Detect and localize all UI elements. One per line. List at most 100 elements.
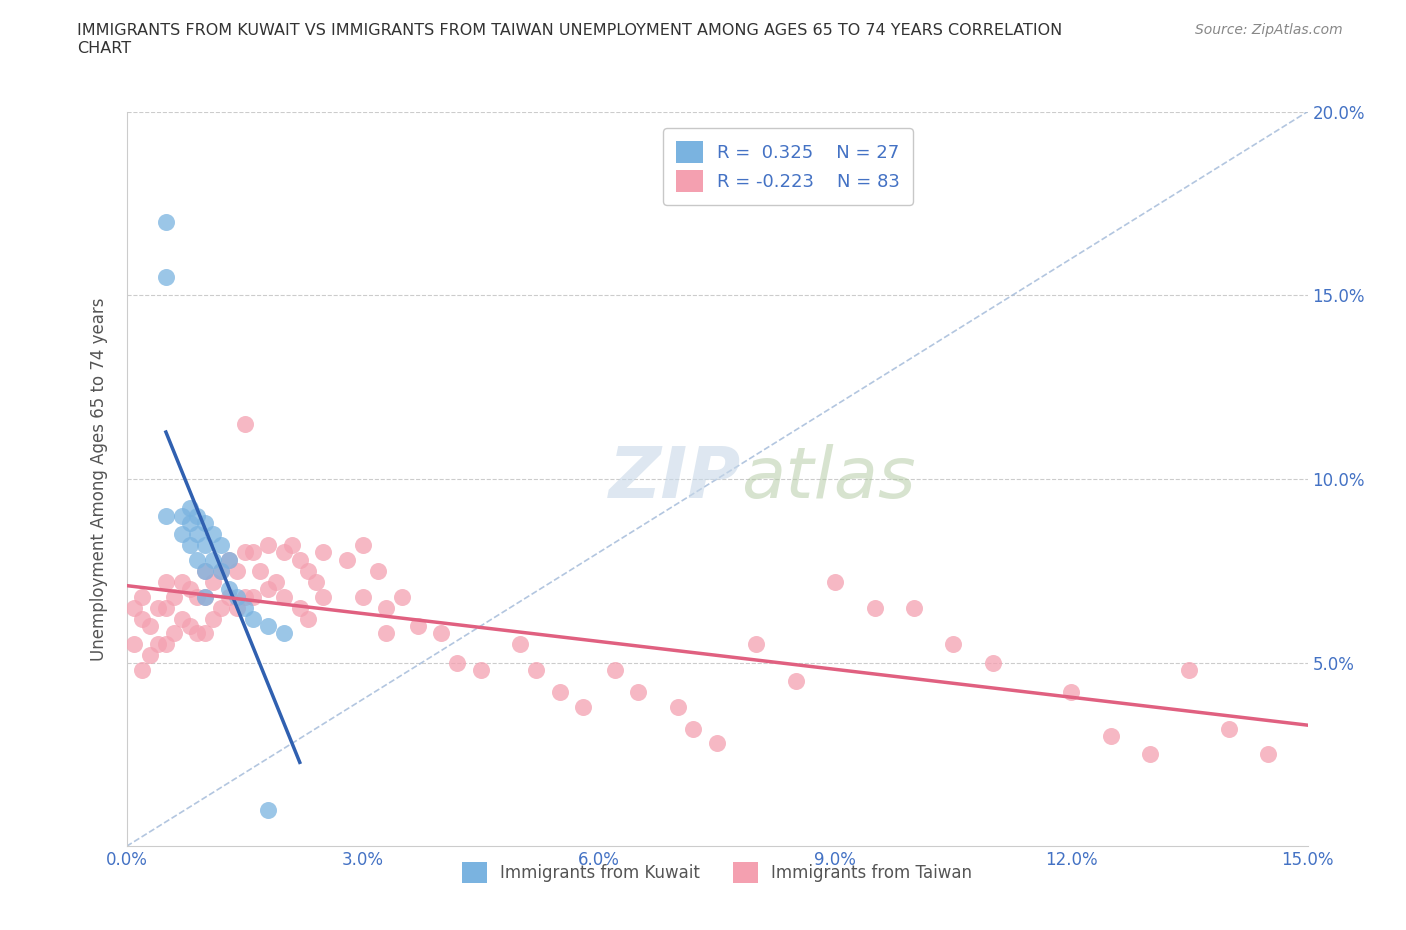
Point [186, 589, 208, 604]
Point [155, 270, 177, 285]
Point [257, 618, 280, 633]
Point [264, 575, 287, 590]
Point [572, 699, 595, 714]
Point [242, 589, 264, 604]
Point [257, 802, 280, 817]
Point [406, 618, 429, 633]
Point [470, 662, 492, 677]
Point [1060, 684, 1083, 699]
Point [124, 637, 146, 652]
Point [218, 582, 240, 597]
Point [981, 655, 1004, 670]
Point [179, 582, 201, 597]
Text: IMMIGRANTS FROM KUWAIT VS IMMIGRANTS FROM TAIWAN UNEMPLOYMENT AMONG AGES 65 TO 7: IMMIGRANTS FROM KUWAIT VS IMMIGRANTS FRO… [77, 23, 1063, 56]
Point [179, 501, 201, 516]
Point [186, 552, 208, 567]
Point [194, 564, 217, 578]
Point [131, 611, 153, 626]
Point [1139, 747, 1161, 762]
Point [139, 618, 162, 633]
Point [233, 589, 256, 604]
Point [903, 600, 925, 615]
Point [375, 626, 398, 641]
Point [273, 626, 295, 641]
Point [273, 545, 295, 560]
Y-axis label: Unemployment Among Ages 65 to 74 years: Unemployment Among Ages 65 to 74 years [90, 298, 108, 660]
Point [209, 538, 232, 552]
Point [179, 515, 201, 530]
Point [1218, 722, 1240, 737]
Point [209, 564, 232, 578]
Point [202, 552, 225, 567]
Point [430, 626, 453, 641]
Point [297, 611, 319, 626]
Point [666, 699, 689, 714]
Text: Source: ZipAtlas.com: Source: ZipAtlas.com [1195, 23, 1343, 37]
Point [1257, 747, 1279, 762]
Point [785, 673, 807, 688]
Point [179, 538, 201, 552]
Point [312, 589, 335, 604]
Point [225, 600, 247, 615]
Point [209, 600, 232, 615]
Point [155, 600, 177, 615]
Point [163, 589, 186, 604]
Point [288, 552, 311, 567]
Point [186, 626, 208, 641]
Point [375, 600, 398, 615]
Point [446, 655, 468, 670]
Point [1178, 662, 1201, 677]
Point [297, 564, 319, 578]
Point [281, 538, 304, 552]
Point [131, 662, 153, 677]
Point [170, 526, 193, 541]
Point [391, 589, 413, 604]
Point [194, 589, 217, 604]
Point [170, 575, 193, 590]
Point [194, 515, 217, 530]
Point [218, 552, 240, 567]
Point [233, 545, 256, 560]
Point [863, 600, 886, 615]
Point [209, 564, 232, 578]
Point [163, 626, 186, 641]
Point [257, 582, 280, 597]
Point [194, 589, 217, 604]
Point [194, 626, 217, 641]
Point [233, 417, 256, 432]
Point [225, 564, 247, 578]
Point [170, 508, 193, 523]
Point [509, 637, 531, 652]
Point [131, 589, 153, 604]
Point [336, 552, 359, 567]
Point [218, 552, 240, 567]
Point [352, 589, 374, 604]
Point [146, 637, 169, 652]
Point [312, 545, 335, 560]
Point [179, 618, 201, 633]
Point [288, 600, 311, 615]
Point [155, 214, 177, 229]
Point [242, 611, 264, 626]
Point [745, 637, 768, 652]
Point [257, 538, 280, 552]
Point [233, 600, 256, 615]
Point [155, 508, 177, 523]
Point [706, 736, 728, 751]
Point [194, 538, 217, 552]
Point [124, 600, 146, 615]
Point [155, 575, 177, 590]
Point [367, 564, 389, 578]
Point [352, 538, 374, 552]
Point [139, 648, 162, 663]
Point [603, 662, 626, 677]
Point [146, 600, 169, 615]
Point [682, 722, 704, 737]
Point [186, 526, 208, 541]
Point [1099, 729, 1122, 744]
Point [548, 684, 571, 699]
Point [627, 684, 650, 699]
Point [170, 611, 193, 626]
Point [249, 564, 271, 578]
Legend: Immigrants from Kuwait, Immigrants from Taiwan: Immigrants from Kuwait, Immigrants from … [456, 856, 979, 889]
